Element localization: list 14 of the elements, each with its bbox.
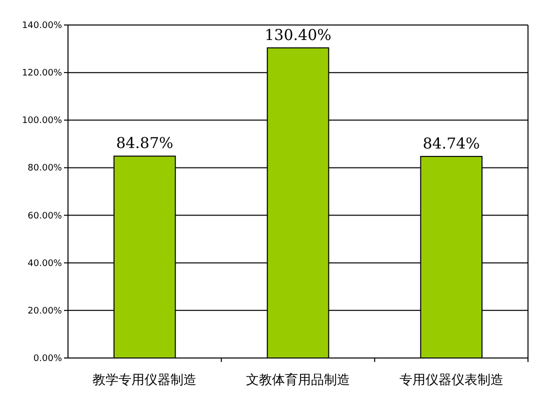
y-tick-label: 80.00% [28,164,62,174]
y-tick-label: 60.00% [28,211,62,222]
y-tick-label: 0.00% [33,354,62,364]
x-tick-label: 文教体育用品制造 [246,372,350,388]
y-tick-label: 100.00% [22,116,62,126]
x-tick-label: 教学专用仪器制造 [92,373,197,388]
y-tick-label: 20.00% [28,306,62,316]
y-tick-label: 120.00% [22,68,62,79]
data-label: 84.87% [116,134,174,152]
y-tick-label: 140.00% [22,21,62,31]
y-tick-label: 40.00% [28,258,62,269]
data-label: 130.40% [264,26,332,44]
x-tick-label: 专用仪器仪表制造 [399,373,504,388]
data-label: 84.74% [422,134,480,152]
